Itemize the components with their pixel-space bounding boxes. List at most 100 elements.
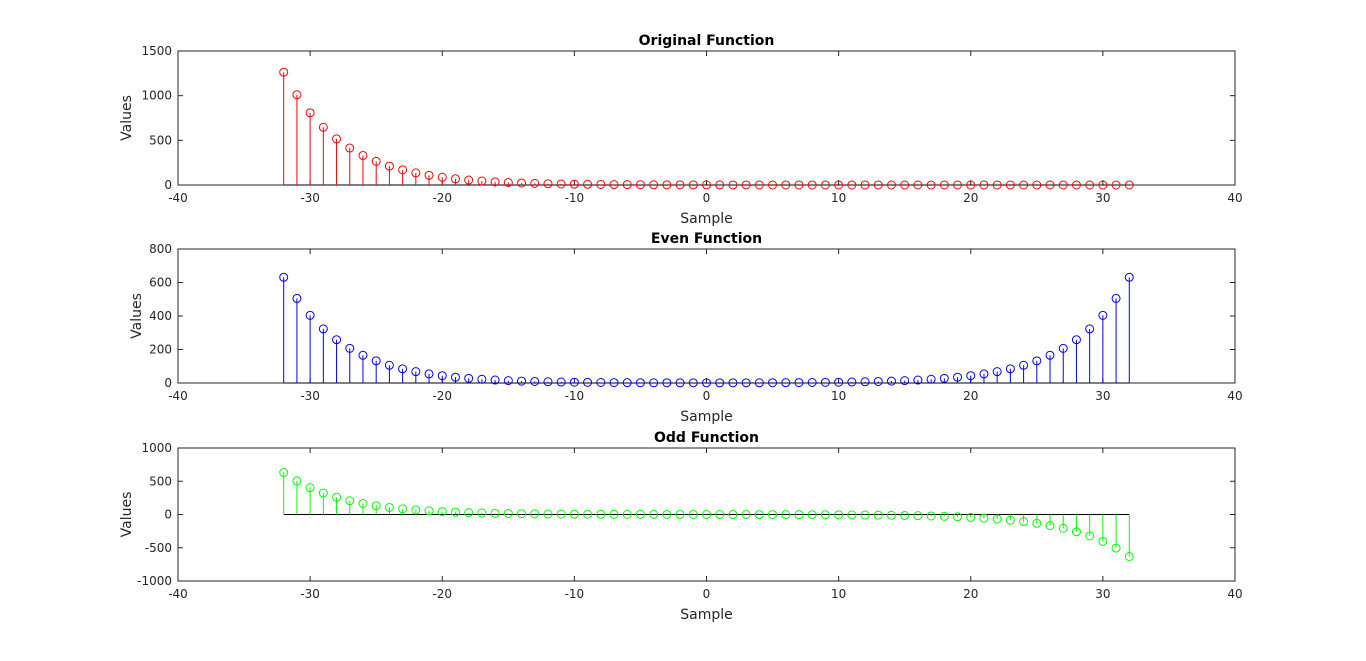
stem-marker <box>279 272 289 282</box>
stem-marker <box>807 377 817 387</box>
x-tick-label: -30 <box>300 191 320 205</box>
stem-marker <box>1071 335 1081 345</box>
stem-marker <box>635 509 645 519</box>
stem-marker <box>1032 356 1042 366</box>
stem-marker <box>688 378 698 388</box>
y-tick-label: 0 <box>164 508 172 522</box>
x-tick-label: 10 <box>831 389 846 403</box>
stem-marker <box>450 174 460 184</box>
x-tick-label: -20 <box>432 191 452 205</box>
stem-marker <box>702 378 711 388</box>
stem-marker <box>503 376 513 386</box>
stem-marker <box>279 67 289 77</box>
stem-marker <box>450 372 460 382</box>
stem-marker <box>754 180 764 190</box>
stem-marker <box>1124 551 1134 561</box>
stem-marker <box>305 483 315 493</box>
stem-marker <box>781 378 791 388</box>
stem-marker <box>332 335 342 345</box>
stem-marker <box>979 369 989 379</box>
stem-marker <box>609 509 619 519</box>
stem-marker <box>675 509 685 519</box>
stem-marker <box>569 377 579 387</box>
stem-marker <box>1111 180 1121 190</box>
stem-marker <box>886 180 896 190</box>
stem-marker <box>860 377 870 387</box>
stem-marker <box>477 374 487 384</box>
stem-marker <box>702 180 711 190</box>
stem-marker <box>464 373 474 383</box>
stem-marker <box>292 293 302 303</box>
stem-marker <box>1019 180 1029 190</box>
stem-marker <box>543 377 553 387</box>
stem-marker <box>398 364 408 374</box>
y-tick-label: 600 <box>149 276 172 290</box>
stem-marker <box>886 376 896 386</box>
stem-marker <box>411 367 421 377</box>
stem-marker <box>834 180 844 190</box>
stem-marker <box>622 509 632 519</box>
stem-marker <box>794 378 804 388</box>
stem-marker <box>517 509 527 519</box>
stem-marker <box>424 506 434 516</box>
x-tick-label: 30 <box>1095 389 1110 403</box>
stem-marker <box>966 512 976 522</box>
stem-marker <box>715 510 725 520</box>
stem-marker <box>675 378 685 388</box>
y-axis-label: Values <box>119 95 135 141</box>
stem-marker <box>464 175 474 185</box>
stem-marker <box>398 165 408 175</box>
stem-marker <box>939 180 949 190</box>
stem-marker <box>292 90 302 100</box>
stem-marker <box>1098 536 1108 546</box>
x-tick-label: 0 <box>703 389 711 403</box>
stem-marker <box>992 180 1002 190</box>
stem-marker <box>900 376 910 386</box>
stem-marker <box>1045 180 1055 190</box>
stem-marker <box>834 377 844 387</box>
x-tick-label: 40 <box>1227 389 1242 403</box>
stem-marker <box>384 161 394 171</box>
stem-marker <box>371 501 381 511</box>
x-axis-label: Sample <box>680 409 733 425</box>
x-tick-label: 40 <box>1227 587 1242 601</box>
x-tick-label: -40 <box>168 191 188 205</box>
stem-marker <box>847 377 857 387</box>
stem-marker <box>741 378 751 388</box>
stem-marker <box>860 180 870 190</box>
stem-marker <box>768 510 778 520</box>
y-tick-label: 0 <box>164 178 172 192</box>
stem-marker <box>437 371 447 381</box>
stem-marker <box>1019 360 1029 370</box>
stem-marker <box>754 510 764 520</box>
stem-marker <box>728 180 738 190</box>
stem-marker <box>992 514 1002 524</box>
stem-marker <box>662 509 672 519</box>
y-axis-label: Values <box>129 293 145 339</box>
stem-marker <box>635 378 645 388</box>
stem-marker <box>966 180 976 190</box>
stem-marker <box>900 180 910 190</box>
stem-marker <box>437 507 447 517</box>
stem-marker <box>820 180 830 190</box>
stem-marker <box>556 377 566 387</box>
stem-marker <box>530 178 540 188</box>
x-tick-label: 30 <box>1095 587 1110 601</box>
x-axis-label: Sample <box>680 211 733 227</box>
stem-marker <box>490 177 500 187</box>
stem-marker <box>992 367 1002 377</box>
stem-marker <box>1085 531 1095 541</box>
stem-marker <box>820 510 830 520</box>
stem-marker <box>1098 180 1108 190</box>
stem-marker <box>939 373 949 383</box>
x-tick-label: 40 <box>1227 191 1242 205</box>
stem-marker <box>913 511 923 521</box>
stem-marker <box>768 180 778 190</box>
y-tick-label: 1000 <box>141 441 172 455</box>
stem-marker <box>411 505 421 515</box>
stem-marker <box>490 508 500 518</box>
stem-marker <box>279 468 289 478</box>
stem-marker <box>1045 520 1055 530</box>
stem-marker <box>688 509 698 519</box>
